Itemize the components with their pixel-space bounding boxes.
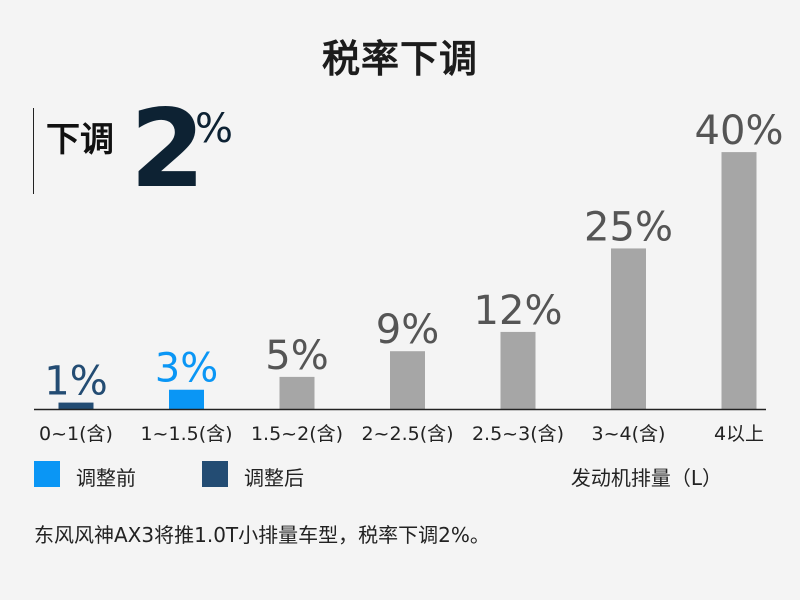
bar-chart: 1% 0~1(含) 3% 1~1.5(含) 5% 1.5~2(含) 9% 2~2.5(含) 12… xyxy=(34,108,784,445)
bar-1 xyxy=(169,389,204,409)
data-label-6: 40% xyxy=(695,108,784,154)
x-tick-label-2: 1.5~2(含) xyxy=(251,423,343,445)
callout-number: 2 xyxy=(130,87,205,212)
bar-6 xyxy=(721,152,757,409)
x-tick-label-6: 4以上 xyxy=(714,423,764,445)
data-label-3: 9% xyxy=(376,307,439,353)
legend-swatch-before xyxy=(34,461,60,487)
x-tick-label-0: 0~1(含) xyxy=(39,423,113,445)
callout-unit: % xyxy=(195,106,234,152)
data-label-2: 5% xyxy=(265,333,328,379)
data-label-5: 25% xyxy=(584,204,673,250)
footnote: 东风风神AX3将推1.0T小排量车型，税率下调2%。 xyxy=(34,523,490,547)
legend-swatch-after xyxy=(202,461,228,487)
data-label-4: 12% xyxy=(474,288,563,334)
x-tick-label-5: 3~4(含) xyxy=(592,423,666,445)
callout-divider xyxy=(33,108,34,194)
x-tick-label-3: 2~2.5(含) xyxy=(361,423,453,445)
legend-label-after: 调整后 xyxy=(244,466,304,490)
x-axis-label: 发动机排量（L） xyxy=(570,466,722,490)
x-tick-label-1: 1~1.5(含) xyxy=(140,423,232,445)
x-tick-label-4: 2.5~3(含) xyxy=(472,423,564,445)
data-label-0: 1% xyxy=(44,359,107,405)
bar-2 xyxy=(279,376,315,409)
data-label-1: 3% xyxy=(155,346,218,392)
callout-label: 下调 xyxy=(46,120,114,160)
bar-5 xyxy=(611,248,646,409)
legend-label-before: 调整前 xyxy=(76,466,136,490)
bar-3 xyxy=(390,351,425,409)
bar-4 xyxy=(500,331,536,409)
chart-title: 税率下调 xyxy=(321,37,478,81)
bar-0 xyxy=(58,402,94,409)
